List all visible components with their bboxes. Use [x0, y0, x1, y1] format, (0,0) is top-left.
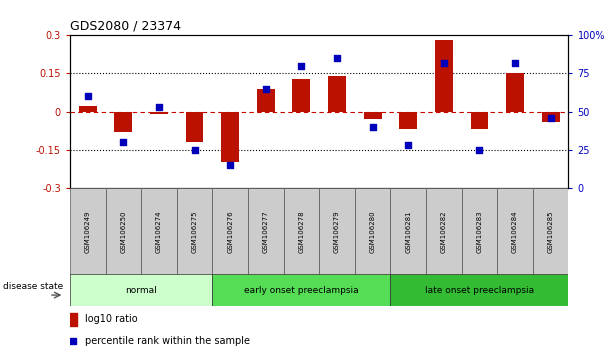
Point — [297, 63, 306, 69]
Bar — [328, 76, 346, 112]
Bar — [185, 112, 204, 142]
Bar — [533, 188, 568, 276]
Text: percentile rank within the sample: percentile rank within the sample — [85, 336, 250, 346]
Bar — [461, 188, 497, 276]
Text: GSM106282: GSM106282 — [441, 211, 447, 253]
Bar — [257, 88, 275, 112]
Point — [546, 115, 556, 120]
Bar — [399, 112, 417, 129]
Bar — [221, 112, 239, 162]
Point — [83, 93, 92, 99]
Bar — [390, 274, 568, 306]
Text: GSM106285: GSM106285 — [548, 211, 554, 253]
Point — [154, 104, 164, 110]
Text: GSM106274: GSM106274 — [156, 211, 162, 253]
Text: GSM106277: GSM106277 — [263, 211, 269, 253]
Point — [226, 162, 235, 168]
Point — [439, 60, 449, 65]
Bar — [471, 112, 488, 129]
Point — [403, 142, 413, 148]
Bar — [292, 79, 310, 112]
Text: GSM106281: GSM106281 — [405, 211, 411, 253]
Bar — [435, 40, 453, 112]
Bar — [70, 188, 106, 276]
Point — [69, 338, 78, 344]
Bar — [283, 188, 319, 276]
Bar — [114, 112, 133, 132]
Bar — [355, 188, 390, 276]
Bar — [542, 112, 559, 122]
Text: GSM106250: GSM106250 — [120, 211, 126, 253]
Bar — [364, 112, 382, 119]
Bar — [212, 188, 248, 276]
Text: GSM106275: GSM106275 — [192, 211, 198, 253]
Text: GSM106284: GSM106284 — [512, 211, 518, 253]
Text: normal: normal — [125, 286, 157, 295]
Bar — [70, 274, 212, 306]
Text: late onset preeclampsia: late onset preeclampsia — [425, 286, 534, 295]
Bar — [248, 188, 283, 276]
Text: GSM106279: GSM106279 — [334, 211, 340, 253]
Point — [368, 124, 378, 130]
Point — [261, 86, 271, 92]
Text: GSM106283: GSM106283 — [477, 211, 483, 253]
Point — [332, 55, 342, 61]
Point — [510, 60, 520, 65]
Point — [475, 147, 485, 152]
Bar — [106, 188, 141, 276]
Text: GSM106278: GSM106278 — [299, 211, 305, 253]
Text: disease state: disease state — [3, 282, 63, 291]
Bar — [70, 313, 77, 326]
Bar — [141, 188, 177, 276]
Text: GSM106249: GSM106249 — [85, 211, 91, 253]
Bar — [319, 188, 355, 276]
Text: GSM106276: GSM106276 — [227, 211, 233, 253]
Bar — [426, 188, 461, 276]
Bar — [497, 188, 533, 276]
Bar — [150, 112, 168, 114]
Bar — [177, 188, 212, 276]
Bar — [506, 73, 524, 112]
Text: GSM106280: GSM106280 — [370, 211, 376, 253]
Bar — [79, 107, 97, 112]
Text: log10 ratio: log10 ratio — [85, 314, 137, 325]
Bar — [212, 274, 390, 306]
Text: early onset preeclampsia: early onset preeclampsia — [244, 286, 359, 295]
Point — [119, 139, 128, 145]
Point — [190, 147, 199, 152]
Text: GDS2080 / 23374: GDS2080 / 23374 — [70, 20, 181, 33]
Bar — [390, 188, 426, 276]
